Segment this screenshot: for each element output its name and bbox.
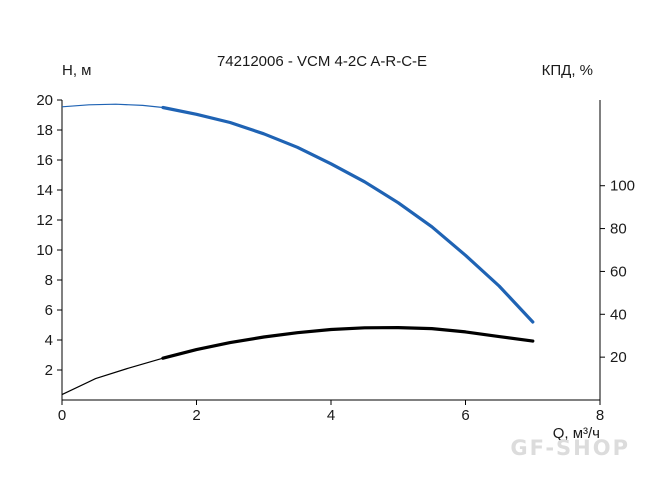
watermark-logo: GF-SHOP	[510, 436, 630, 460]
y-right-tick-label: 20	[610, 349, 627, 366]
series-layer	[61, 103, 535, 396]
y-right-tick-label: 60	[610, 263, 627, 280]
y-axis-left-title: H, м	[62, 62, 91, 79]
efficiency-curve-operating	[161, 326, 535, 360]
axes-layer	[61, 100, 601, 401]
y-left-tick-label: 8	[45, 272, 53, 289]
head-curve-operating	[161, 105, 535, 324]
x-tick-label: 6	[461, 407, 469, 424]
y-left-tick-label: 6	[45, 302, 53, 319]
x-tick-label: 4	[327, 407, 335, 424]
y-left-tick-label: 16	[36, 152, 53, 169]
y-left-tick-label: 10	[36, 242, 53, 259]
y-left-tick-label: 4	[45, 332, 53, 349]
x-tick-label: 8	[596, 407, 604, 424]
x-axis-title: Q, м³/ч	[553, 425, 600, 442]
chart-title: 74212006 - VCM 4-2C A-R-C-E	[217, 53, 427, 70]
efficiency-curve-extrapolated	[61, 357, 164, 396]
x-tick-label: 0	[58, 407, 66, 424]
y-left-tick-label: 12	[36, 212, 53, 229]
y-left-tick-label: 18	[36, 122, 53, 139]
y-left-tick-label: 14	[36, 182, 53, 199]
y-right-tick-label: 80	[610, 221, 627, 238]
head-curve-extrapolated	[61, 103, 163, 109]
x-tick-label: 2	[192, 407, 200, 424]
y-left-tick-label: 2	[45, 362, 53, 379]
y-right-tick-label: 40	[610, 306, 627, 323]
y-axis-right-title: КПД, %	[542, 62, 593, 79]
tick-layer: 0 2 4 6 8 2 4 6 8 10 12 14 16 18 20 20 40 60 80 100	[36, 92, 635, 424]
y-left-tick-label: 20	[36, 92, 53, 109]
y-right-tick-label: 100	[610, 178, 635, 195]
